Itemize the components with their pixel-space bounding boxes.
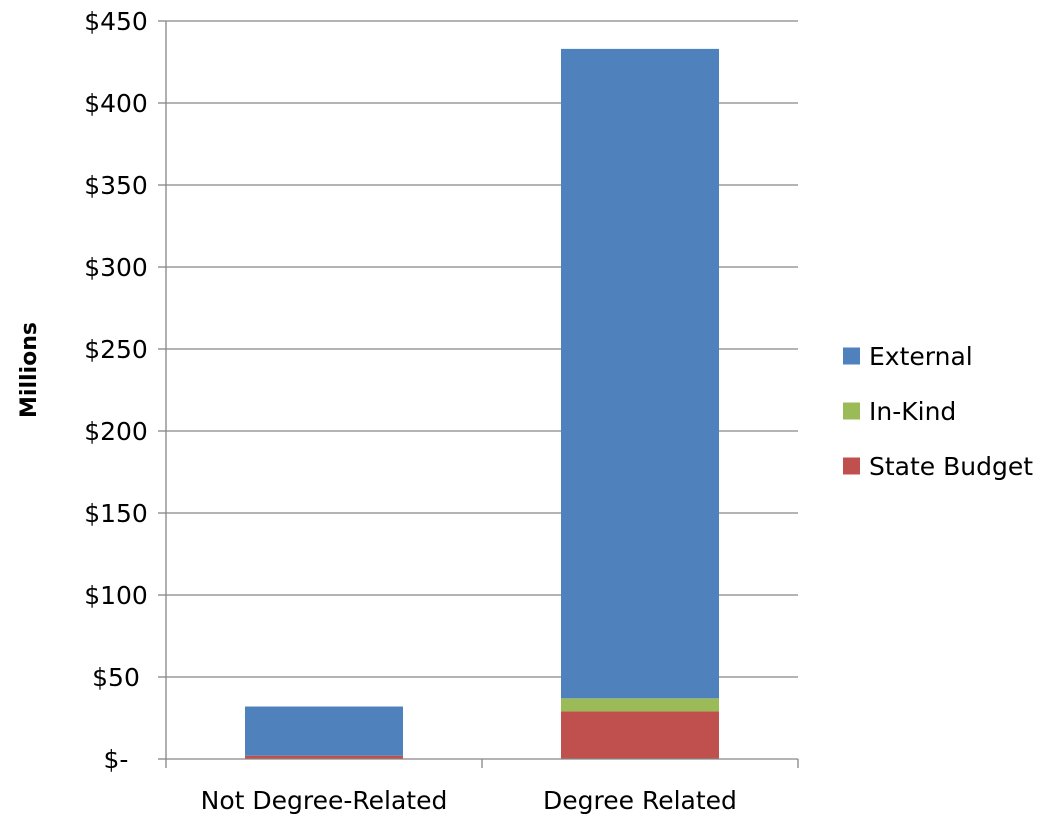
bar-segment-external — [245, 707, 403, 756]
y-tick-label: $350 — [84, 171, 148, 200]
y-tick-label: $- — [104, 745, 129, 774]
bars — [245, 49, 719, 759]
legend-label: State Budget — [869, 452, 1033, 481]
y-tick-label: $300 — [84, 253, 148, 282]
y-tick-label: $200 — [84, 417, 148, 446]
y-tick-label: $150 — [84, 499, 148, 528]
y-tick-label: $100 — [84, 581, 148, 610]
y-tick-label: $250 — [84, 335, 148, 364]
legend-swatch — [843, 403, 860, 420]
legend-swatch — [843, 458, 860, 475]
y-tick-label: $400 — [84, 89, 148, 118]
y-tick-label: $50 — [92, 663, 140, 692]
y-axis-label: Millions — [17, 322, 42, 418]
legend-label: In-Kind — [869, 397, 956, 426]
x-category-label: Degree Related — [543, 786, 737, 815]
bar-segment-in-kind — [561, 698, 719, 711]
x-category-label: Not Degree-Related — [201, 786, 448, 815]
legend-swatch — [843, 348, 860, 365]
legend: External In-Kind State Budget — [843, 342, 1033, 481]
y-tick-label: $450 — [84, 7, 148, 36]
legend-label: External — [869, 342, 973, 371]
x-category-labels: Not Degree-Related Degree Related — [201, 786, 737, 815]
bar-segment-state-budget — [561, 711, 719, 759]
y-tick-labels: $- $50 $100 $150 $200 $250 $300 $350 $400 $450 — [84, 7, 148, 774]
bar-segment-external — [561, 49, 719, 698]
